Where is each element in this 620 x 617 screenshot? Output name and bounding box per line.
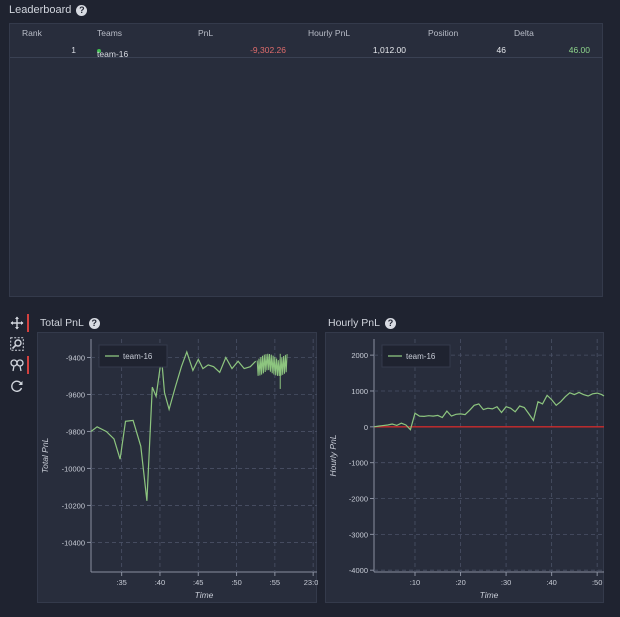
- chart-legend: team-16: [381, 344, 451, 368]
- reset-tool-button[interactable]: [8, 377, 26, 395]
- x-tick-label: :45: [193, 578, 203, 587]
- series-line: [373, 391, 605, 431]
- column-header-hourly-pnl[interactable]: Hourly PnL: [308, 28, 351, 38]
- help-icon[interactable]: ?: [384, 317, 396, 329]
- reset-icon: [11, 380, 23, 392]
- hourly-pnl-cell: 1,012.00: [372, 45, 406, 55]
- x-tick-label: :50: [231, 578, 241, 587]
- y-axis-label: Hourly PnL: [328, 434, 338, 476]
- y-tick-label: 1000: [351, 387, 368, 396]
- hourly-pnl-chart[interactable]: 2000 1000 0 -1000 -2000 -3000 -4000 :10 :20 :30 :4…: [326, 333, 605, 604]
- pan-tool-button[interactable]: [8, 314, 29, 332]
- chart-legend: team-16: [98, 344, 168, 368]
- wheel-zoom-tool-button[interactable]: [8, 356, 29, 374]
- team-name: team-16: [97, 49, 129, 59]
- x-tick-label: :10: [410, 578, 420, 587]
- pan-icon: [10, 316, 24, 330]
- y-tick-label: 0: [364, 423, 368, 432]
- series-line-dense: [256, 353, 288, 377]
- total-pnl-chart[interactable]: -9400 -9600 -9800 -10000 -10200 -10400 :35 :40:…: [38, 333, 323, 604]
- x-tick-label: :40: [546, 578, 556, 587]
- hourly-pnl-title-bar: Hourly PnL?: [328, 317, 396, 329]
- delta-cell: 46.00: [568, 45, 590, 55]
- legend-label: team-16: [406, 352, 436, 361]
- chart-toolbar: [8, 314, 29, 398]
- legend-box: [381, 344, 451, 368]
- x-tick-label: :50: [592, 578, 602, 587]
- rank-cell: 1: [71, 45, 76, 55]
- table-row[interactable]: 1 team-16 -9,302.26 1,012.00 46 46.00: [10, 41, 602, 59]
- column-header-pnl[interactable]: PnL: [198, 28, 214, 38]
- y-axis-label: Total PnL: [40, 437, 50, 473]
- hourly-pnl-title: Hourly PnL: [328, 317, 380, 329]
- wheel-zoom-icon: [10, 359, 24, 372]
- legend-label: team-16: [123, 352, 153, 361]
- pnl-cell: -9,302.26: [250, 45, 286, 55]
- x-tick-label: :55: [270, 578, 280, 587]
- column-header-position[interactable]: Position: [428, 28, 459, 38]
- box-zoom-icon: [10, 337, 24, 351]
- y-tick-label: -10400: [62, 538, 85, 547]
- total-pnl-title-bar: Total PnL?: [40, 317, 100, 329]
- box-zoom-tool-button[interactable]: [8, 335, 26, 353]
- series-line: [90, 350, 257, 501]
- total-pnl-title: Total PnL: [40, 317, 84, 329]
- hourly-pnl-chart-panel[interactable]: 2000 1000 0 -1000 -2000 -3000 -4000 :10 :20 :30 :4…: [325, 332, 605, 604]
- x-axis-label: Time: [195, 590, 214, 600]
- y-tick-label: 2000: [351, 351, 368, 360]
- y-tick-label: -2000: [349, 495, 368, 504]
- column-header-delta[interactable]: Delta: [514, 28, 534, 38]
- leaderboard-title: Leaderboard: [9, 4, 72, 16]
- position-cell: 46: [496, 45, 506, 55]
- help-icon[interactable]: ?: [76, 4, 88, 16]
- leaderboard-table: Rank Teams PnL Hourly PnL Position Delta…: [9, 23, 603, 297]
- y-tick-label: -9600: [66, 390, 85, 399]
- team-status-dot: [97, 49, 101, 53]
- column-header-teams[interactable]: Teams: [97, 28, 123, 38]
- legend-box: [98, 344, 168, 368]
- y-tick-label: -10000: [62, 464, 85, 473]
- x-tick-label: :40: [155, 578, 165, 587]
- leaderboard-title-bar: Leaderboard?: [9, 4, 88, 16]
- x-axis-label: Time: [480, 590, 499, 600]
- x-tick-label: :30: [501, 578, 511, 587]
- table-header: Rank Teams PnL Hourly PnL Position Delta: [10, 24, 602, 41]
- y-tick-label: -4000: [349, 566, 368, 575]
- x-tick-label: :20: [455, 578, 465, 587]
- y-tick-label: -3000: [349, 530, 368, 539]
- help-icon[interactable]: ?: [88, 317, 100, 329]
- y-tick-label: -9400: [66, 353, 85, 362]
- total-pnl-chart-panel[interactable]: -9400 -9600 -9800 -10000 -10200 -10400 :35 :40:…: [37, 332, 323, 604]
- y-tick-label: -9800: [66, 427, 85, 436]
- x-tick-label: 23:00: [304, 578, 318, 587]
- column-header-rank[interactable]: Rank: [22, 28, 42, 38]
- x-tick-label: :35: [116, 578, 126, 587]
- y-tick-label: -10200: [62, 501, 85, 510]
- y-tick-label: -1000: [349, 459, 368, 468]
